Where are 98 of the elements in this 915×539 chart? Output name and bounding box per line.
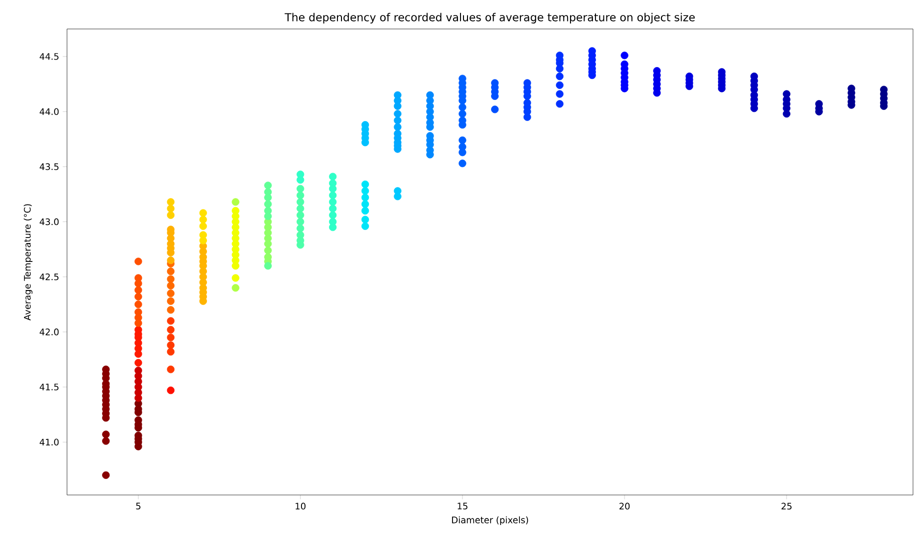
- point: [296, 176, 304, 184]
- point: [491, 106, 499, 114]
- y-axis-title: Average Temperature (°C): [24, 204, 32, 320]
- x-axis-title: Diameter (pixels): [452, 516, 528, 526]
- point: [166, 306, 175, 314]
- y-tick-label: 41.5: [40, 384, 58, 390]
- point: [134, 258, 142, 266]
- point: [166, 275, 175, 283]
- point: [296, 211, 304, 219]
- point: [232, 284, 240, 292]
- point: [134, 292, 142, 300]
- point: [329, 204, 337, 212]
- point: [199, 236, 207, 244]
- point: [361, 216, 370, 224]
- point: [296, 204, 304, 212]
- point: [296, 218, 304, 226]
- point: [134, 280, 142, 288]
- point: [102, 471, 110, 479]
- point: [134, 394, 142, 402]
- point: [458, 110, 466, 118]
- point: [556, 90, 564, 98]
- y-tick-label: 44.0: [40, 108, 59, 115]
- point: [166, 317, 175, 325]
- point: [134, 350, 142, 358]
- point: [556, 100, 564, 108]
- point: [166, 256, 175, 264]
- x-tick-label: 20: [619, 502, 630, 510]
- y-tick-label: 42.0: [40, 328, 59, 336]
- point: [394, 110, 402, 118]
- point: [264, 240, 272, 248]
- point: [458, 103, 466, 111]
- point: [166, 386, 175, 394]
- y-tick-label: 42.5: [40, 273, 58, 280]
- point: [394, 116, 402, 124]
- point: [620, 52, 628, 60]
- point: [199, 216, 207, 224]
- point: [296, 224, 304, 232]
- point: [134, 286, 142, 294]
- y-tick-label: 41.0: [40, 438, 59, 446]
- point: [329, 184, 337, 193]
- point: [166, 334, 175, 342]
- point: [232, 274, 240, 282]
- point: [166, 204, 175, 212]
- point: [102, 430, 110, 438]
- point: [782, 110, 790, 118]
- point: [134, 358, 142, 367]
- point: [166, 341, 175, 349]
- point: [394, 123, 402, 131]
- point: [264, 262, 272, 270]
- point: [166, 268, 175, 276]
- point: [199, 209, 207, 217]
- point: [394, 192, 402, 200]
- point: [134, 300, 142, 308]
- x-tick-label: 25: [782, 502, 792, 510]
- y-tick-label: 44.5: [40, 53, 58, 60]
- point: [166, 290, 175, 298]
- point: [361, 187, 370, 195]
- point: [296, 198, 304, 206]
- point: [264, 246, 272, 254]
- point: [232, 262, 240, 270]
- point: [361, 206, 370, 215]
- point: [232, 198, 240, 206]
- y-tick-label: 43.5: [40, 163, 58, 170]
- point: [296, 192, 304, 200]
- point: [166, 348, 175, 356]
- point: [134, 319, 142, 327]
- point: [166, 366, 175, 374]
- x-tick-label: 10: [296, 502, 306, 510]
- point: [296, 184, 304, 193]
- point: [166, 198, 175, 206]
- point: [523, 113, 532, 121]
- point: [394, 102, 402, 110]
- y-tick-label: 43.0: [40, 218, 59, 226]
- point: [329, 172, 337, 180]
- point: [361, 194, 370, 202]
- point: [264, 182, 272, 190]
- point: [329, 198, 337, 206]
- point: [361, 180, 370, 188]
- point: [329, 211, 337, 219]
- point: [166, 297, 175, 305]
- chart-title: The dependency of recorded values of average temperature on object size: [284, 12, 695, 24]
- point: [361, 200, 370, 208]
- point: [458, 136, 466, 144]
- point: [556, 81, 564, 89]
- point: [264, 194, 272, 202]
- point: [199, 222, 207, 230]
- point: [556, 72, 564, 80]
- point: [166, 282, 175, 290]
- point: [166, 211, 175, 219]
- x-tick-label: 15: [458, 502, 468, 510]
- point: [458, 148, 466, 156]
- point: [458, 160, 466, 168]
- x-tick-label: 5: [136, 502, 140, 510]
- point: [329, 192, 337, 200]
- point: [264, 200, 272, 208]
- point: [102, 437, 110, 445]
- point: [166, 326, 175, 334]
- point: [361, 222, 370, 230]
